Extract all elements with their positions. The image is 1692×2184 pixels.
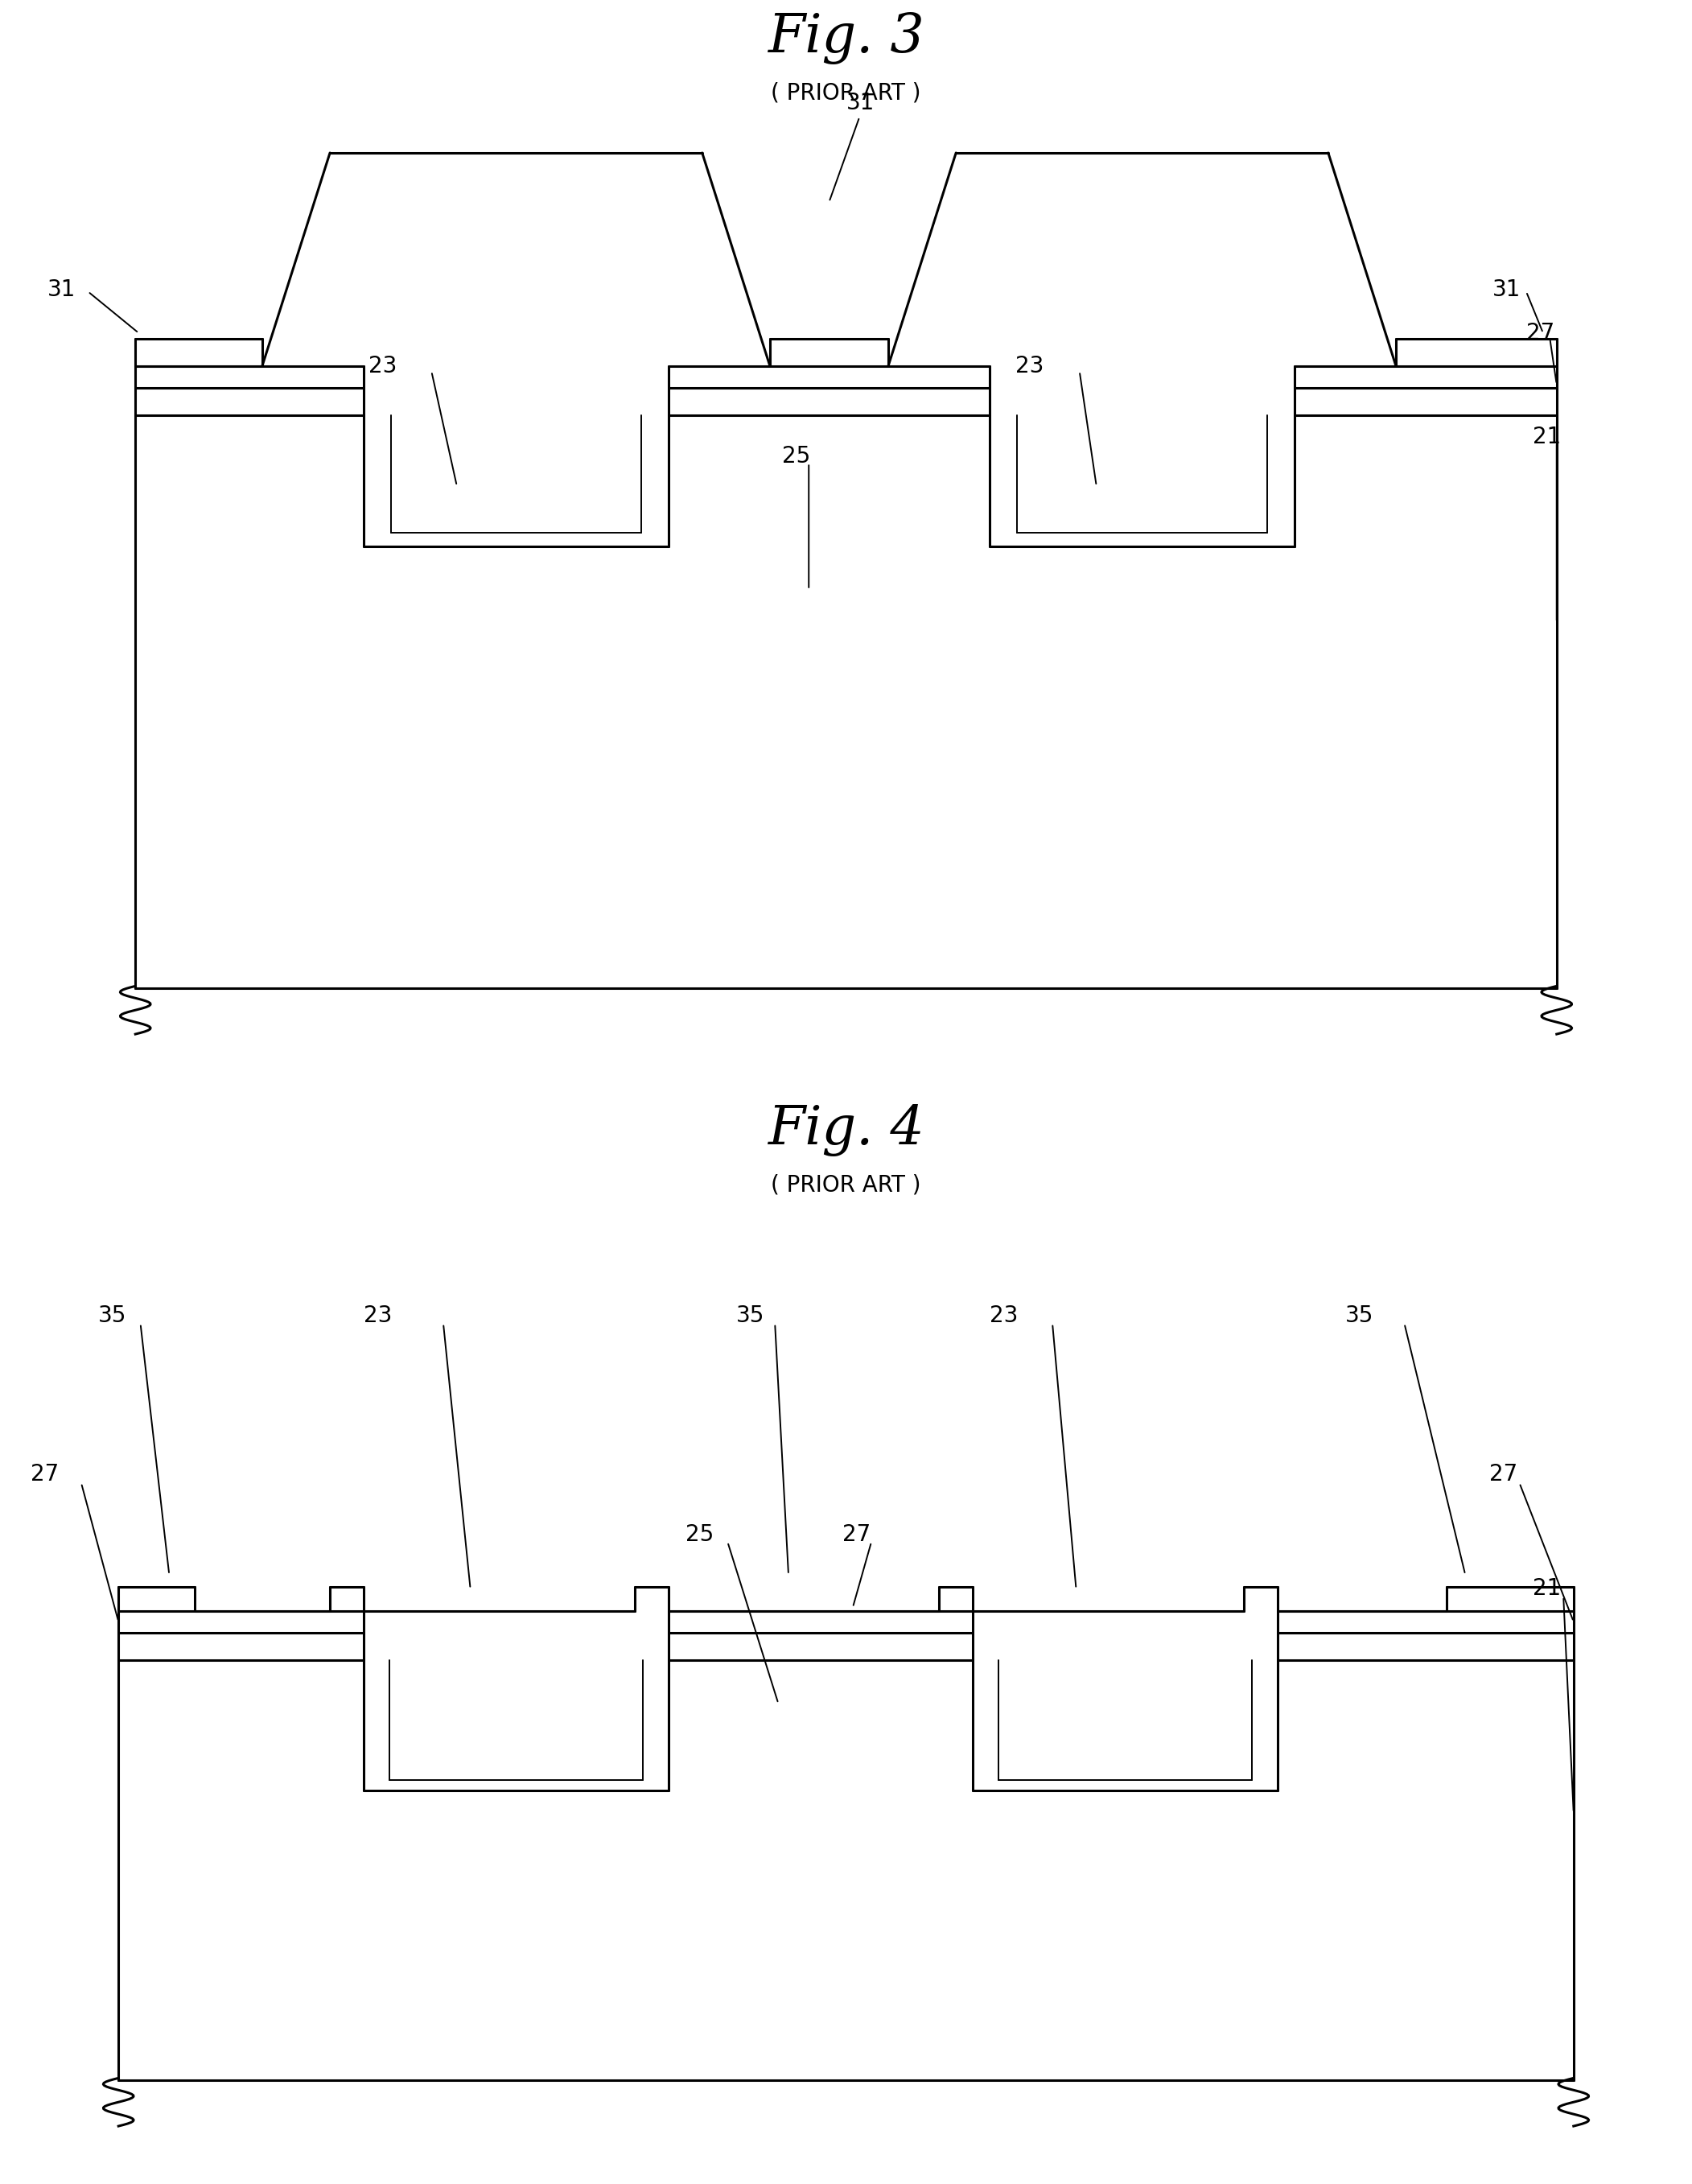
Text: 27: 27 bbox=[843, 1522, 871, 1546]
Text: Fig. 4: Fig. 4 bbox=[768, 1103, 924, 1158]
Text: 35: 35 bbox=[1345, 1304, 1374, 1328]
Text: 31: 31 bbox=[846, 92, 875, 114]
Text: 23: 23 bbox=[364, 1304, 393, 1328]
Text: 25: 25 bbox=[685, 1522, 714, 1546]
Text: 23: 23 bbox=[990, 1304, 1019, 1328]
Text: 21: 21 bbox=[1533, 1577, 1562, 1601]
Text: 27: 27 bbox=[30, 1463, 59, 1485]
Text: 31: 31 bbox=[47, 277, 76, 301]
Text: Fig. 3: Fig. 3 bbox=[768, 11, 924, 66]
Text: 21: 21 bbox=[1533, 426, 1562, 448]
Text: 25: 25 bbox=[782, 446, 810, 467]
Text: 27: 27 bbox=[1526, 321, 1555, 345]
Text: 35: 35 bbox=[98, 1304, 127, 1328]
Text: ( PRIOR ART ): ( PRIOR ART ) bbox=[772, 81, 920, 105]
Text: 23: 23 bbox=[369, 354, 398, 378]
Text: 35: 35 bbox=[736, 1304, 765, 1328]
Text: 23: 23 bbox=[1015, 354, 1044, 378]
Text: 27: 27 bbox=[1489, 1463, 1518, 1485]
Text: ( PRIOR ART ): ( PRIOR ART ) bbox=[772, 1173, 920, 1197]
Text: 31: 31 bbox=[1492, 277, 1521, 301]
